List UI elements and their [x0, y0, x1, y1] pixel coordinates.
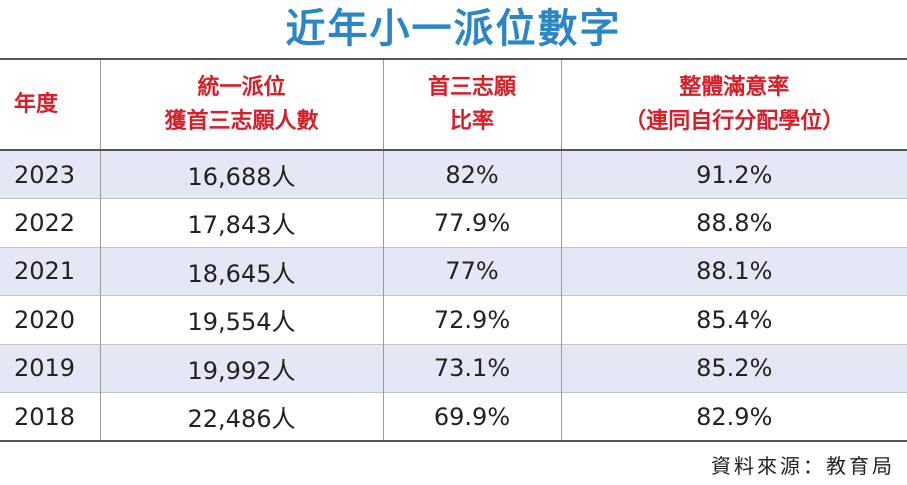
- cell-satisfaction: 85.4%: [560, 295, 907, 344]
- table-row: 2020 19,554人 72.9% 85.4%: [0, 295, 907, 344]
- cell-top3-rate: 73.1%: [382, 344, 562, 393]
- header-satisfaction: 整體滿意率 （連同自行分配學位）: [560, 59, 907, 150]
- data-table: 年度 統一派位 獲首三志願人數 首三志願 比率 整體滿意率 （連同自行分配學位）…: [0, 58, 907, 442]
- cell-top3-rate: 77.9%: [382, 198, 562, 247]
- header-satisfaction-line1: 整體滿意率: [679, 74, 790, 100]
- cell-satisfaction: 91.2%: [560, 150, 907, 199]
- cell-top3-rate: 72.9%: [382, 295, 562, 344]
- table-header-row: 年度 統一派位 獲首三志願人數 首三志願 比率 整體滿意率 （連同自行分配學位）: [0, 59, 907, 150]
- cell-satisfaction: 85.2%: [560, 344, 907, 393]
- header-top3-rate-line2: 比率: [449, 108, 494, 134]
- cell-count: 17,843人: [99, 198, 384, 247]
- header-top3-rate: 首三志願 比率: [382, 59, 562, 150]
- header-count-line1: 統一派位: [197, 74, 286, 100]
- table-row: 2023 16,688人 82% 91.2%: [0, 150, 907, 199]
- cell-count: 22,486人: [99, 392, 384, 441]
- cell-count: 16,688人: [99, 150, 384, 199]
- header-top3-rate-line1: 首三志願: [427, 74, 516, 100]
- cell-count: 19,554人: [99, 295, 384, 344]
- table-row: 2018 22,486人 69.9% 82.9%: [0, 392, 907, 441]
- cell-top3-rate: 69.9%: [382, 392, 562, 441]
- cell-top3-rate: 77%: [382, 247, 562, 296]
- header-year-label: 年度: [14, 91, 59, 117]
- cell-top3-rate: 82%: [382, 150, 562, 199]
- header-year: 年度: [0, 59, 101, 150]
- cell-count: 19,992人: [99, 344, 384, 393]
- cell-year: 2018: [0, 392, 101, 441]
- cell-year: 2021: [0, 247, 101, 296]
- cell-year: 2023: [0, 150, 101, 199]
- cell-satisfaction: 82.9%: [560, 392, 907, 441]
- header-count: 統一派位 獲首三志願人數: [99, 59, 384, 150]
- header-satisfaction-line2: （連同自行分配學位）: [624, 108, 845, 134]
- cell-satisfaction: 88.1%: [560, 247, 907, 296]
- table-row: 2022 17,843人 77.9% 88.8%: [0, 198, 907, 247]
- header-count-line2: 獲首三志願人數: [164, 108, 319, 134]
- chart-title: 近年小一派位數字: [285, 5, 622, 52]
- source-note: 資料來源：教育局: [711, 454, 895, 478]
- table-row: 2021 18,645人 77% 88.1%: [0, 247, 907, 296]
- table-row: 2019 19,992人 73.1% 85.2%: [0, 344, 907, 393]
- cell-satisfaction: 88.8%: [560, 198, 907, 247]
- cell-count: 18,645人: [99, 247, 384, 296]
- cell-year: 2020: [0, 295, 101, 344]
- cell-year: 2022: [0, 198, 101, 247]
- cell-year: 2019: [0, 344, 101, 393]
